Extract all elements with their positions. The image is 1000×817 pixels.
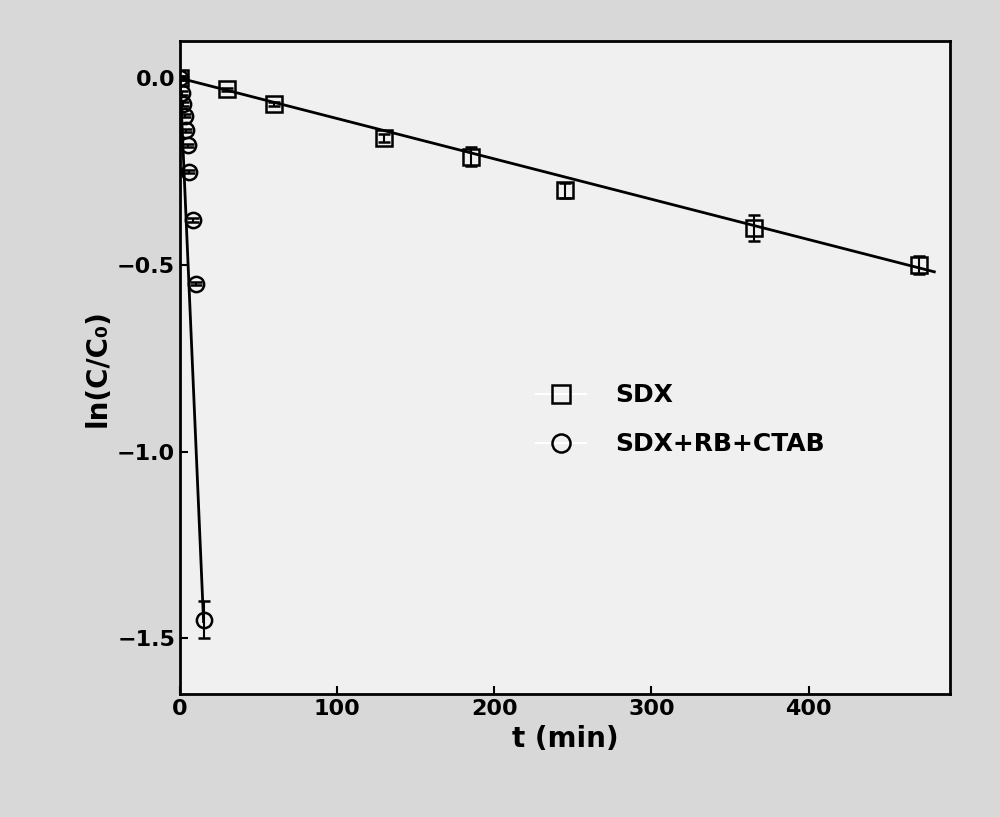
Legend: SDX, SDX+RB+CTAB: SDX, SDX+RB+CTAB: [526, 373, 835, 467]
X-axis label: t (min): t (min): [512, 725, 618, 753]
Y-axis label: ln(C/C₀): ln(C/C₀): [83, 309, 111, 426]
